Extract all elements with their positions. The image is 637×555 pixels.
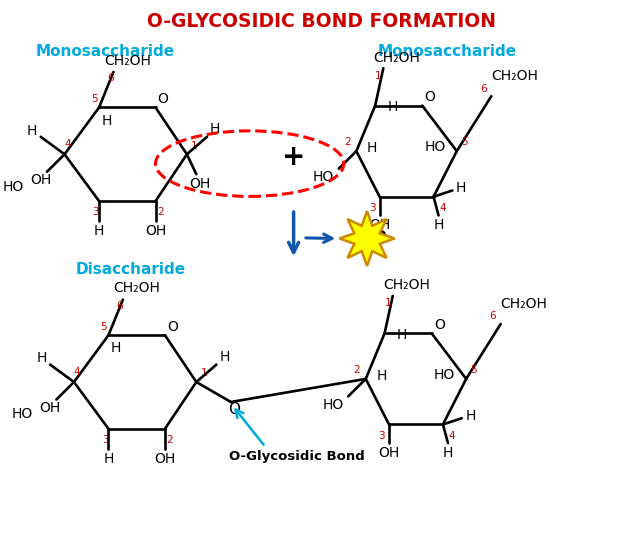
Text: HO: HO [12, 407, 33, 421]
Polygon shape [340, 211, 395, 266]
Text: H: H [443, 446, 453, 460]
Text: OH: OH [154, 452, 176, 466]
Text: H₂O: H₂O [354, 230, 388, 245]
Text: CH₂OH: CH₂OH [374, 51, 420, 64]
Text: 2: 2 [354, 365, 361, 375]
Text: 3: 3 [92, 208, 99, 218]
Text: +: + [282, 143, 305, 171]
Text: 3: 3 [378, 431, 385, 441]
Text: 1: 1 [201, 369, 207, 379]
Text: H: H [111, 341, 121, 355]
Text: OH: OH [145, 224, 166, 238]
Text: O: O [424, 90, 435, 104]
Text: O-GLYCOSIDIC BOND FORMATION: O-GLYCOSIDIC BOND FORMATION [147, 12, 496, 32]
Text: CH₂OH: CH₂OH [104, 54, 151, 68]
Text: 4: 4 [439, 203, 446, 213]
Text: H: H [387, 100, 398, 114]
Text: H: H [376, 369, 387, 383]
Text: 4: 4 [64, 139, 71, 149]
Text: O: O [157, 92, 169, 107]
Text: O-Glycosidic Bond: O-Glycosidic Bond [229, 451, 364, 463]
Text: Monosaccharide: Monosaccharide [378, 44, 517, 59]
Text: OH: OH [189, 177, 210, 191]
Text: HO: HO [434, 368, 455, 382]
Text: 6: 6 [480, 84, 487, 94]
Text: O: O [228, 402, 240, 417]
Text: H: H [103, 452, 113, 466]
Text: 1: 1 [191, 140, 197, 150]
Text: Disaccharide: Disaccharide [75, 262, 185, 277]
Text: 6: 6 [489, 311, 496, 321]
Text: HO: HO [424, 140, 445, 154]
Text: CH₂OH: CH₂OH [501, 297, 547, 311]
Text: H: H [456, 181, 466, 195]
Text: H: H [367, 141, 377, 155]
Text: O: O [434, 318, 445, 332]
Text: H: H [433, 219, 444, 233]
Text: O: O [167, 320, 178, 334]
Text: H: H [397, 327, 407, 341]
Text: H: H [101, 114, 111, 128]
Text: CH₂OH: CH₂OH [113, 281, 160, 295]
Text: 5: 5 [90, 94, 97, 104]
Text: H: H [210, 122, 220, 137]
Text: Monosaccharide: Monosaccharide [36, 44, 175, 59]
Text: H: H [94, 224, 104, 238]
Text: OH: OH [39, 401, 61, 415]
Text: 2: 2 [344, 138, 351, 148]
Text: CH₂OH: CH₂OH [491, 69, 538, 83]
Text: 4: 4 [448, 431, 455, 441]
Text: HO: HO [322, 398, 344, 412]
Text: 1: 1 [384, 299, 391, 309]
Text: 2: 2 [167, 435, 173, 445]
Text: CH₂OH: CH₂OH [383, 278, 430, 292]
Text: 2: 2 [157, 208, 164, 218]
Text: H: H [466, 408, 476, 423]
Text: 1: 1 [375, 70, 382, 80]
Text: 6: 6 [107, 73, 113, 83]
Text: 6: 6 [117, 301, 123, 311]
Text: OH: OH [30, 174, 52, 188]
Text: 3: 3 [102, 435, 109, 445]
Text: H: H [27, 124, 37, 138]
Text: H: H [219, 350, 230, 364]
Text: OH: OH [378, 446, 399, 460]
Text: 3: 3 [369, 203, 375, 213]
Text: 5: 5 [470, 365, 477, 375]
Text: 5: 5 [461, 138, 468, 148]
Text: 5: 5 [100, 322, 107, 332]
Text: H: H [36, 351, 47, 365]
Text: HO: HO [3, 180, 24, 194]
Text: OH: OH [369, 219, 390, 233]
Text: 4: 4 [74, 367, 80, 377]
Text: HO: HO [313, 170, 334, 184]
